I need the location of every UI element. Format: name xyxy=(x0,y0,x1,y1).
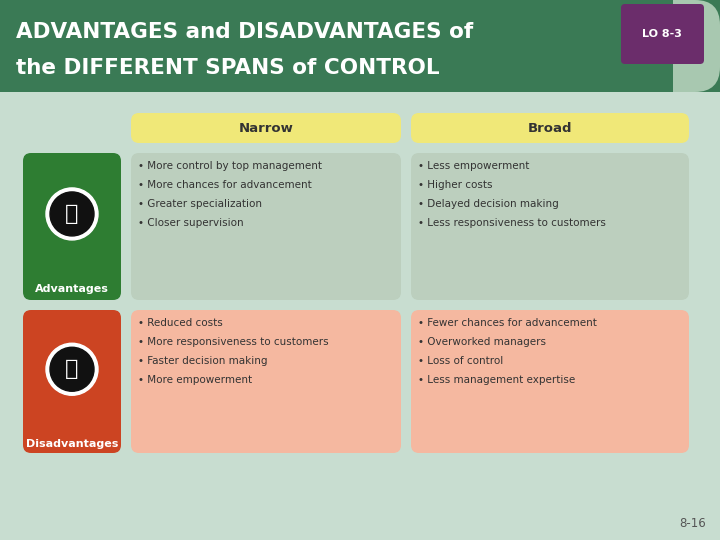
Text: • Reduced costs: • Reduced costs xyxy=(138,318,222,328)
Text: 👍: 👍 xyxy=(66,204,78,224)
FancyBboxPatch shape xyxy=(621,4,704,64)
Text: Advantages: Advantages xyxy=(35,284,109,294)
FancyBboxPatch shape xyxy=(131,310,401,453)
Text: • Higher costs: • Higher costs xyxy=(418,180,492,190)
FancyBboxPatch shape xyxy=(23,153,121,300)
Text: • Fewer chances for advancement: • Fewer chances for advancement xyxy=(418,318,597,328)
FancyBboxPatch shape xyxy=(411,113,689,143)
FancyBboxPatch shape xyxy=(411,153,689,300)
Text: Broad: Broad xyxy=(528,122,572,134)
Text: • Delayed decision making: • Delayed decision making xyxy=(418,199,559,209)
Text: • More chances for advancement: • More chances for advancement xyxy=(138,180,312,190)
Text: • Less empowerment: • Less empowerment xyxy=(418,161,529,171)
Text: • Greater specialization: • Greater specialization xyxy=(138,199,262,209)
Text: • Less responsiveness to customers: • Less responsiveness to customers xyxy=(418,218,606,228)
Text: • Closer supervision: • Closer supervision xyxy=(138,218,243,228)
Text: • Loss of control: • Loss of control xyxy=(418,356,503,366)
Text: • Overworked managers: • Overworked managers xyxy=(418,337,546,347)
FancyBboxPatch shape xyxy=(411,310,689,453)
Circle shape xyxy=(50,192,94,236)
FancyBboxPatch shape xyxy=(618,0,720,92)
Circle shape xyxy=(50,347,94,392)
Bar xyxy=(618,0,673,92)
Bar xyxy=(0,0,720,92)
Circle shape xyxy=(46,188,98,240)
Text: Narrow: Narrow xyxy=(238,122,294,134)
Text: • More empowerment: • More empowerment xyxy=(138,375,252,385)
Text: 8-16: 8-16 xyxy=(679,517,706,530)
Text: 👎: 👎 xyxy=(66,359,78,379)
FancyBboxPatch shape xyxy=(131,153,401,300)
Text: • Less management expertise: • Less management expertise xyxy=(418,375,575,385)
FancyBboxPatch shape xyxy=(23,310,121,453)
FancyBboxPatch shape xyxy=(131,113,401,143)
Text: • More control by top management: • More control by top management xyxy=(138,161,322,171)
Circle shape xyxy=(46,343,98,395)
Text: • Faster decision making: • Faster decision making xyxy=(138,356,268,366)
Text: Disadvantages: Disadvantages xyxy=(26,439,118,449)
Text: LO 8-3: LO 8-3 xyxy=(642,29,682,39)
Text: • More responsiveness to customers: • More responsiveness to customers xyxy=(138,337,328,347)
Text: the DIFFERENT SPANS of CONTROL: the DIFFERENT SPANS of CONTROL xyxy=(16,58,440,78)
Text: ADVANTAGES and DISADVANTAGES of: ADVANTAGES and DISADVANTAGES of xyxy=(16,22,473,42)
